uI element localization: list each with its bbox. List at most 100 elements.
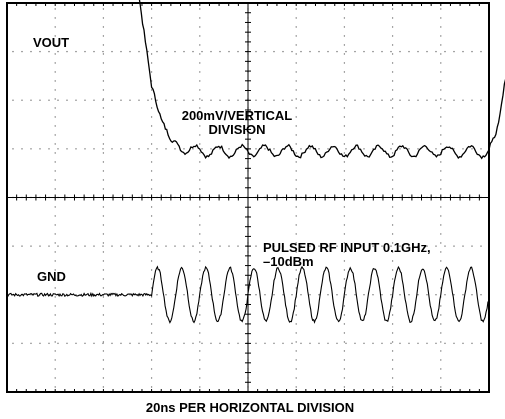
grid-dot [21,343,22,344]
grid-dot [156,100,157,101]
grid-dot [435,100,436,101]
grid-dot [426,100,427,101]
grid-dot [192,343,193,344]
grid-dot [151,170,152,171]
grid-dot [55,368,56,369]
grid-dot [151,332,152,333]
grid-dot [344,323,345,324]
grid-dot [228,343,229,344]
grid-dot [151,8,152,9]
grid-dot [300,100,301,101]
grid-dot [344,269,345,270]
grid-dot [174,148,175,149]
grid-dot [309,294,310,295]
grid-dot [151,377,152,378]
grid-dot [345,100,346,101]
grid-dot [392,350,393,351]
grid-dot [151,278,152,279]
grid-dot [392,152,393,153]
grid-dot [296,233,297,234]
grid-dot [228,245,229,246]
grid-dot [55,314,56,315]
grid-dot [392,8,393,9]
grid-dot [103,107,104,108]
grid-dot [103,368,104,369]
grid-dot [440,143,441,144]
grid-dot [296,305,297,306]
grid-dot [354,294,355,295]
grid-dot [392,332,393,333]
grid-dot [147,343,148,344]
grid-dot [199,215,200,216]
grid-dot [102,148,103,149]
grid-dot [392,368,393,369]
grid-dot [199,152,200,153]
grid-dot [344,98,345,99]
grid-dot [151,35,152,36]
grid-dot [12,51,13,52]
grid-dot [103,26,104,27]
grid-dot [471,245,472,246]
grid-dot [199,26,200,27]
grid-dot [84,51,85,52]
rf-input-label-line2: –10dBm [263,254,314,269]
grid-dot [103,332,104,333]
grid-dot [151,62,152,63]
grid-dot [440,89,441,90]
grid-dot [174,51,175,52]
grid-dot [55,134,56,135]
grid-dot [344,161,345,162]
grid-dot [48,100,49,101]
grid-dot [296,332,297,333]
grid-dot [103,152,104,153]
grid-dot [440,332,441,333]
grid-dot [120,343,121,344]
grid-dot [199,251,200,252]
grid-dot [296,71,297,72]
grid-dot [480,294,481,295]
grid-dot [199,332,200,333]
grid-dot [440,170,441,171]
grid-dot [291,51,292,52]
grid-dot [426,294,427,295]
grid-dot [440,53,441,54]
grid-dot [147,245,148,246]
grid-dot [296,323,297,324]
grid-dot [151,359,152,360]
grid-dot [392,98,393,99]
grid-dot [392,161,393,162]
grid-dot [440,125,441,126]
grid-dot [440,8,441,9]
grid-dot [296,359,297,360]
grid-dot [151,44,152,45]
grid-dot [392,260,393,261]
grid-dot [408,148,409,149]
grid-dot [103,251,104,252]
grid-dot [55,98,56,99]
grid-dot [392,17,393,18]
grid-dot [440,377,441,378]
grid-dot [435,148,436,149]
grid-dot [480,51,481,52]
grid-dot [440,224,441,225]
grid-dot [192,100,193,101]
grid-dot [344,170,345,171]
grid-dot [296,188,297,189]
grid-dot [440,206,441,207]
grid-dot [435,294,436,295]
grid-dot [57,245,58,246]
grid-dot [156,294,157,295]
grid-dot [39,245,40,246]
grid-dot [151,134,152,135]
grid-dot [372,51,373,52]
grid-dot [453,294,454,295]
grid-dot [296,62,297,63]
grid-dot [372,343,373,344]
grid-dot [165,148,166,149]
grid-dot [462,100,463,101]
grid-dot [296,35,297,36]
x-axis-label: 20ns PER HORIZONTAL DIVISION [146,400,354,415]
grid-dot [174,343,175,344]
grid-dot [344,368,345,369]
grid-dot [255,245,256,246]
